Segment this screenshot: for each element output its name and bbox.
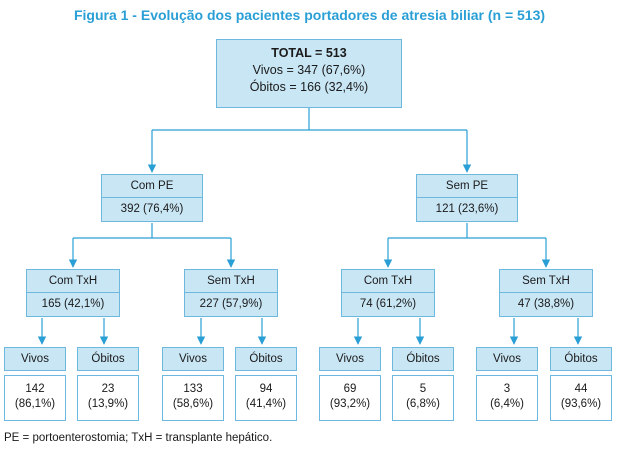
root-vivos: Vivos = 347 (67,6%) (252, 63, 366, 77)
leaf-pct: (93,2%) (329, 398, 371, 410)
leaf-label: Vivos (319, 347, 381, 371)
node-label: Sem TxH (500, 270, 592, 293)
node-sem-pe-com-txh: Com TxH 74 (61,2%) (341, 269, 435, 317)
node-value: 165 (42,1%) (41, 298, 105, 310)
leaf-label: Vivos (476, 347, 538, 371)
leaf-label: Vivos (162, 347, 224, 371)
node-sem-pe: Sem PE 121 (23,6%) (416, 174, 518, 222)
leaf-value: 44 (93,6%) (550, 375, 612, 421)
leaf-label: Óbitos (392, 347, 454, 371)
root-obitos: Óbitos = 166 (32,4%) (249, 80, 369, 94)
leaf-count: 44 (574, 383, 588, 395)
figure-title: Figura 1 - Evolução dos pacientes portad… (73, 7, 546, 23)
node-value: 392 (76,4%) (120, 203, 184, 215)
node-label: Com TxH (27, 270, 119, 293)
leaf-count: 5 (419, 383, 427, 395)
root-total: TOTAL = 513 (271, 46, 347, 60)
node-com-pe-com-txh: Com TxH 165 (42,1%) (26, 269, 120, 317)
node-label: Sem TxH (185, 270, 277, 293)
leaf-pct: (6,8%) (406, 398, 440, 410)
leaf-value: 133 (58,6%) (162, 375, 224, 421)
leaf-count: 23 (101, 383, 115, 395)
leaf-count: 94 (259, 383, 273, 395)
node-sem-pe-sem-txh: Sem TxH 47 (38,8%) (499, 269, 593, 317)
leaf-pct: (93,6%) (560, 398, 602, 410)
leaf-value: 69 (93,2%) (319, 375, 381, 421)
node-value: 121 (23,6%) (435, 203, 499, 215)
leaf-value: 23 (13,9%) (77, 375, 139, 421)
leaf-count: 3 (503, 383, 511, 395)
leaf-pct: (86,1%) (14, 398, 56, 410)
leaf-value: 3 (6,4%) (476, 375, 538, 421)
leaf-label: Óbitos (77, 347, 139, 371)
leaf-count: 142 (25, 383, 45, 395)
node-com-pe: Com PE 392 (76,4%) (101, 174, 203, 222)
leaf-pct: (41,4%) (245, 398, 287, 410)
node-com-pe-sem-txh: Sem TxH 227 (57,9%) (184, 269, 278, 317)
leaf-pct: (58,6%) (172, 398, 214, 410)
node-value: 47 (38,8%) (517, 298, 575, 310)
leaf-pct: (13,9%) (87, 398, 129, 410)
leaf-count: 69 (343, 383, 357, 395)
leaf-label: Óbitos (550, 347, 612, 371)
footnote: PE = portoenterostomia; TxH = transplant… (4, 432, 273, 444)
node-value: 74 (61,2%) (359, 298, 417, 310)
root-node: TOTAL = 513 Vivos = 347 (67,6%) Óbitos =… (216, 39, 402, 108)
node-label: Sem PE (417, 175, 517, 198)
leaf-count: 133 (183, 383, 203, 395)
leaf-pct: (6,4%) (490, 398, 524, 410)
node-label: Com PE (102, 175, 202, 198)
node-label: Com TxH (342, 270, 434, 293)
leaf-value: 94 (41,4%) (235, 375, 297, 421)
leaf-label: Óbitos (235, 347, 297, 371)
leaf-label: Vivos (4, 347, 66, 371)
node-value: 227 (57,9%) (199, 298, 263, 310)
leaf-value: 5 (6,8%) (392, 375, 454, 421)
leaf-value: 142 (86,1%) (4, 375, 66, 421)
